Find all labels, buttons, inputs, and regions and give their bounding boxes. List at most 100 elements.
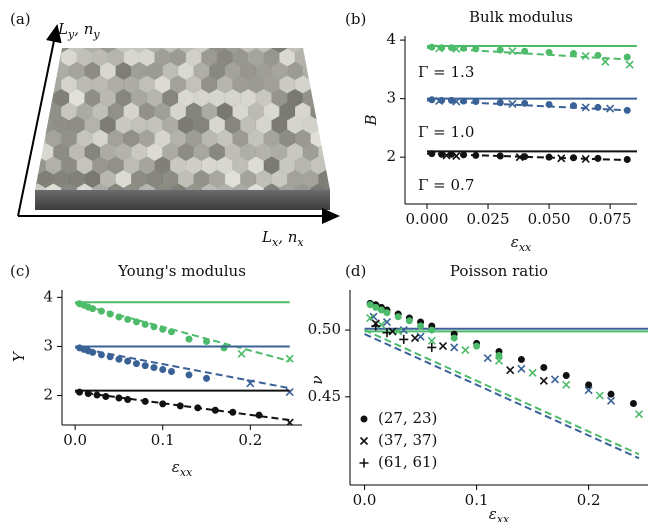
x-tick-label: 0.2 xyxy=(577,491,601,509)
panel-label: (a) xyxy=(10,10,31,28)
marker-x xyxy=(427,336,436,345)
marker-dot xyxy=(141,362,149,370)
x-tick-label: 0.0 xyxy=(63,431,87,449)
hex-tile xyxy=(35,48,39,54)
marker-x xyxy=(557,154,566,163)
x-tick-label: 0.050 xyxy=(528,210,571,228)
marker-dot xyxy=(185,371,193,379)
marker-dot xyxy=(132,318,140,326)
marker-dot xyxy=(623,156,631,164)
dashed-line xyxy=(364,333,640,460)
hex-tile xyxy=(318,48,330,54)
marker-dot xyxy=(132,360,140,368)
hex-tile xyxy=(14,76,30,94)
marker-x xyxy=(435,96,444,106)
x-axis-label: εxx xyxy=(511,233,532,254)
marker-dot xyxy=(76,388,84,396)
y-tick-label: 3 xyxy=(43,336,53,354)
y-arrow xyxy=(17,24,62,217)
x-axis-label-sub: xx xyxy=(180,466,193,479)
marker-dot xyxy=(97,307,105,315)
marker-dot xyxy=(405,317,413,325)
marker-x xyxy=(237,349,246,358)
dashed-line xyxy=(74,302,290,363)
legend-label: (61, 61) xyxy=(378,453,437,471)
hex-lattice xyxy=(7,35,330,190)
marker-x xyxy=(410,334,420,343)
x-tick-label: 0.1 xyxy=(465,491,489,509)
dashed-line xyxy=(74,346,290,390)
plot-area xyxy=(364,299,648,460)
y-tick-label: 0.45 xyxy=(308,387,341,405)
marker-dot xyxy=(594,103,602,111)
marker-dot xyxy=(93,391,101,399)
hex-tile xyxy=(318,115,330,135)
marker-dot xyxy=(167,367,175,375)
marker-dot xyxy=(562,371,570,379)
annotation: Γ = 1.0 xyxy=(418,123,474,141)
marker-x xyxy=(584,386,593,395)
x-axis-label-sub: xx xyxy=(497,513,510,522)
marker-x xyxy=(606,396,616,405)
marker-dot xyxy=(428,326,436,334)
axis-label-y: Ly, ny xyxy=(57,20,100,41)
marker-x xyxy=(382,317,392,327)
hex-tile xyxy=(7,170,23,188)
marker-dot xyxy=(102,393,110,401)
hex-tile xyxy=(318,61,330,81)
marker-dot xyxy=(472,45,480,53)
y-tick-label: 4 xyxy=(386,30,396,48)
marker-dot xyxy=(428,96,436,104)
marker-dot xyxy=(521,47,529,55)
marker-dot xyxy=(460,151,468,159)
marker-dot xyxy=(115,313,123,321)
hex-tile xyxy=(7,35,23,53)
marker-dot xyxy=(540,363,548,371)
marker-dot xyxy=(159,366,167,374)
hex-tile xyxy=(325,183,330,190)
x-tick-label: 0.2 xyxy=(238,431,262,449)
hex-tile xyxy=(318,88,330,108)
marker-dot xyxy=(141,320,149,328)
hex-tile xyxy=(35,88,39,108)
marker-dot xyxy=(394,313,402,321)
marker-x xyxy=(508,99,517,108)
hex-tile xyxy=(14,130,30,148)
hex-tile xyxy=(35,48,46,67)
marker-plus xyxy=(359,458,369,468)
marker-x xyxy=(528,368,537,377)
marker-dot xyxy=(570,102,578,110)
marker-dot xyxy=(366,301,374,309)
marker-x xyxy=(601,57,610,66)
marker-dot xyxy=(372,303,380,311)
marker-x xyxy=(508,47,517,56)
plot-area xyxy=(426,43,637,164)
marker-dot xyxy=(473,342,481,350)
marker-x xyxy=(359,436,369,446)
marker-dot xyxy=(521,99,529,107)
marker-dot xyxy=(255,411,263,419)
marker-x xyxy=(581,51,590,60)
marker-x xyxy=(634,410,644,419)
marker-x xyxy=(483,354,492,363)
marker-x xyxy=(388,327,397,336)
dashed-line xyxy=(75,390,290,422)
marker-x xyxy=(442,151,451,160)
hex-tile xyxy=(7,62,23,80)
marker-x xyxy=(435,44,444,53)
annotation: Γ = 1.3 xyxy=(418,63,474,81)
marker-dot xyxy=(450,334,458,342)
marker-dot xyxy=(203,338,211,346)
hex-tile xyxy=(14,103,30,121)
marker-x xyxy=(595,391,604,400)
x-axis-label: εxx xyxy=(489,505,510,522)
hex-tile xyxy=(45,48,62,67)
panel-label: (d) xyxy=(345,262,366,280)
hex-tile xyxy=(325,129,330,148)
legend-label: (37, 37) xyxy=(378,431,437,449)
marker-x xyxy=(452,44,461,53)
marker-x xyxy=(517,364,526,373)
marker-plus xyxy=(371,321,381,331)
